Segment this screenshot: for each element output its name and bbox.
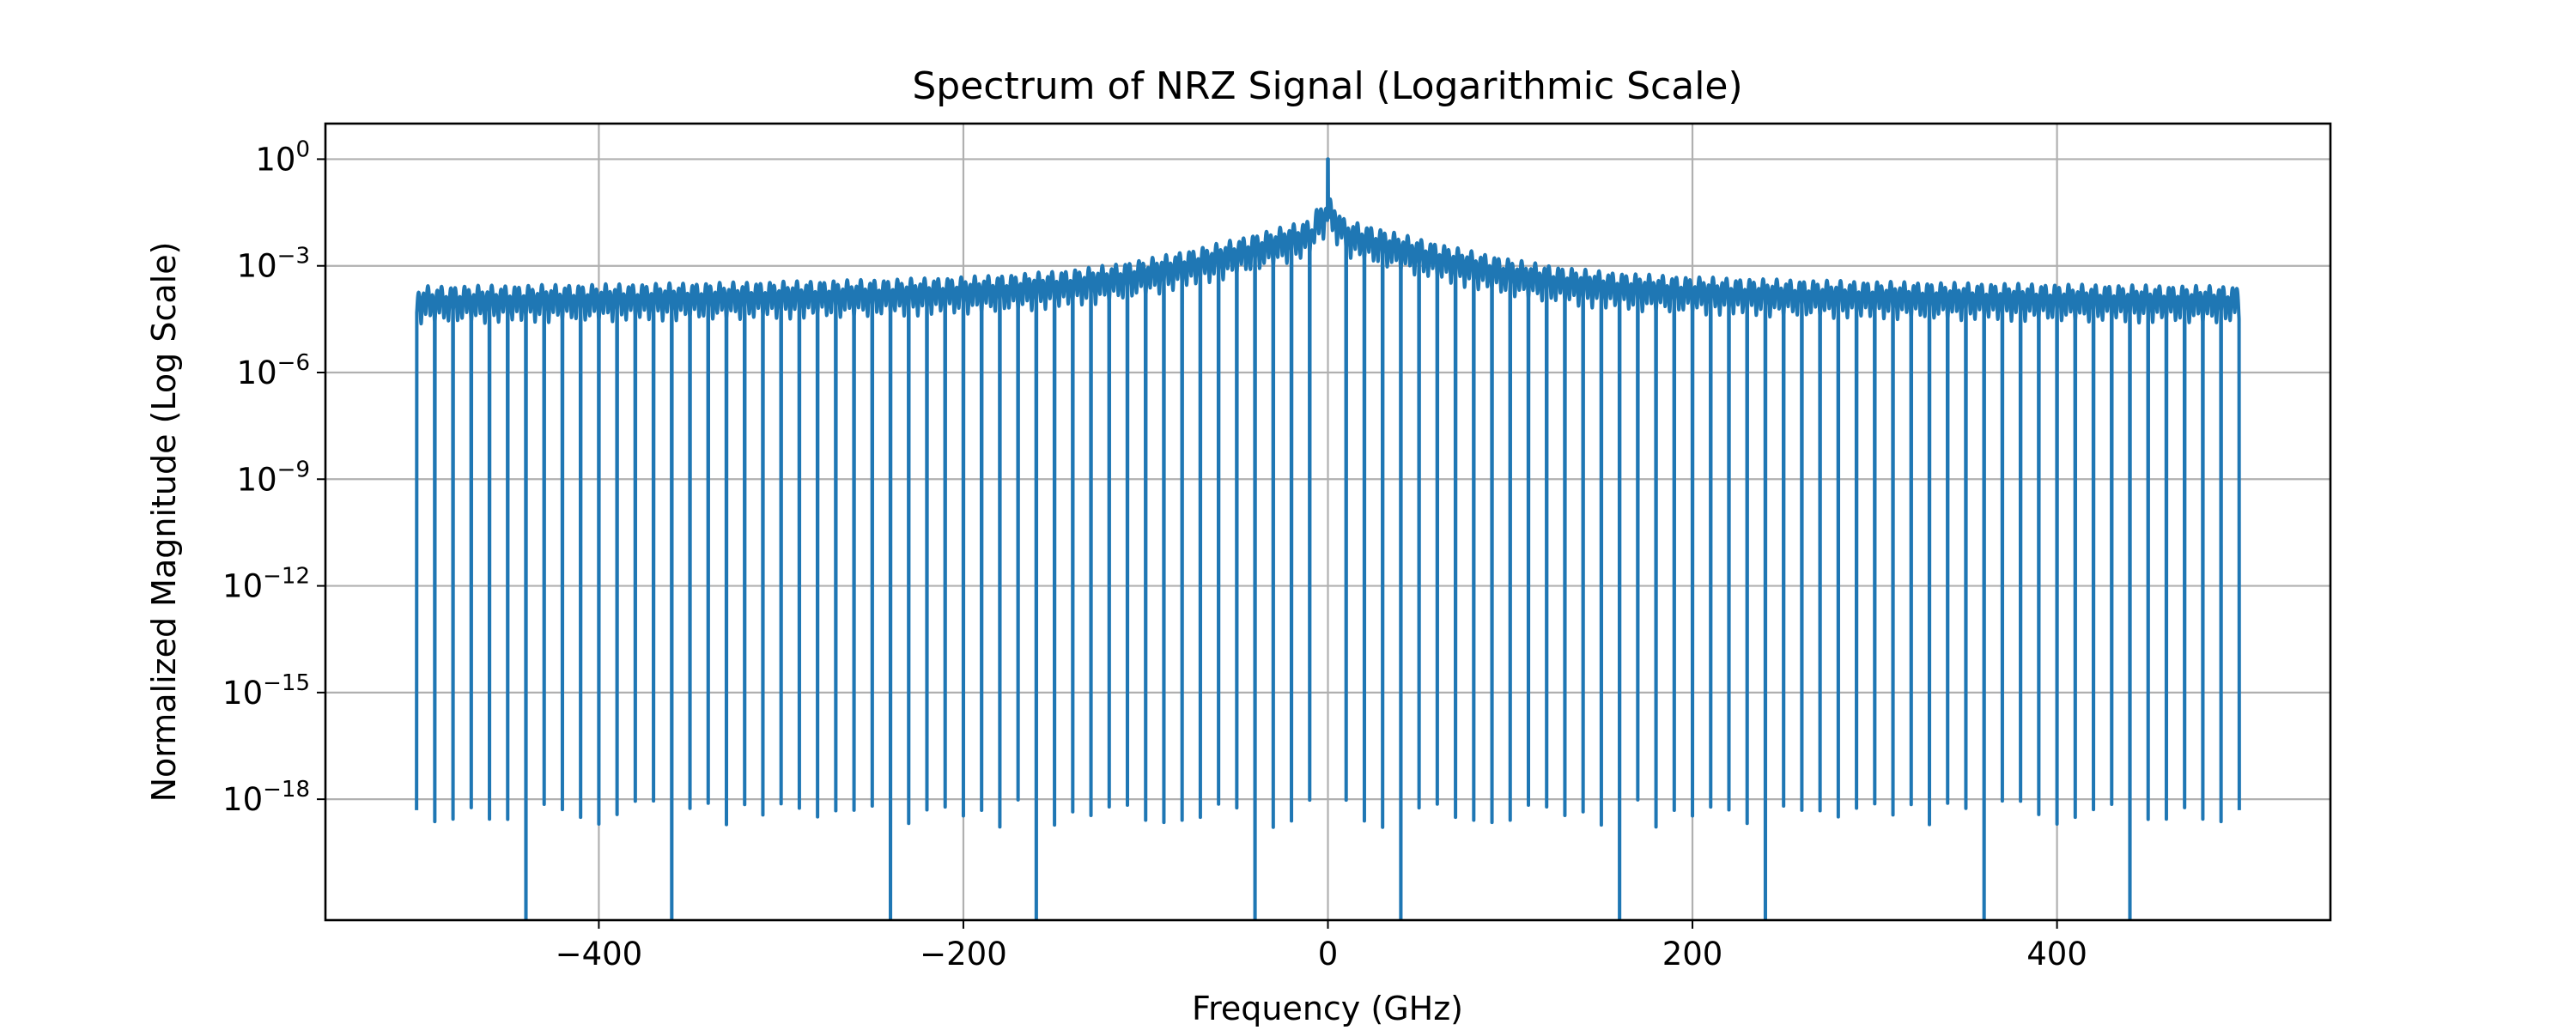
x-tick-label: 200 <box>1662 936 1723 972</box>
y-tick-label: 10−18 <box>222 777 310 818</box>
y-tick-label: 10−6 <box>237 350 310 391</box>
axis-ticks: −400 −200 0 200 400 100 10−3 10−6 10−9 10−12 10−15… <box>222 136 2087 972</box>
y-tick-label: 10−3 <box>237 244 310 285</box>
x-tick-label: −200 <box>920 936 1007 972</box>
x-tick-label: 400 <box>2026 936 2087 972</box>
x-tick-label: 0 <box>1318 936 1339 972</box>
y-tick-label: 100 <box>255 136 310 178</box>
y-tick-label: 10−12 <box>222 564 310 605</box>
grid <box>325 124 2330 920</box>
y-axis-label: Normalized Magnitude (Log Scale) <box>145 242 183 803</box>
series-line <box>415 157 2241 920</box>
series-layer <box>415 157 2241 920</box>
chart-title: Spectrum of NRZ Signal (Logarithmic Scal… <box>912 64 1742 108</box>
x-tick-label: −400 <box>556 936 643 972</box>
y-tick-label: 10−15 <box>222 670 310 712</box>
x-axis-label: Frequency (GHz) <box>1192 990 1463 1027</box>
y-tick-label: 10−9 <box>237 457 310 498</box>
